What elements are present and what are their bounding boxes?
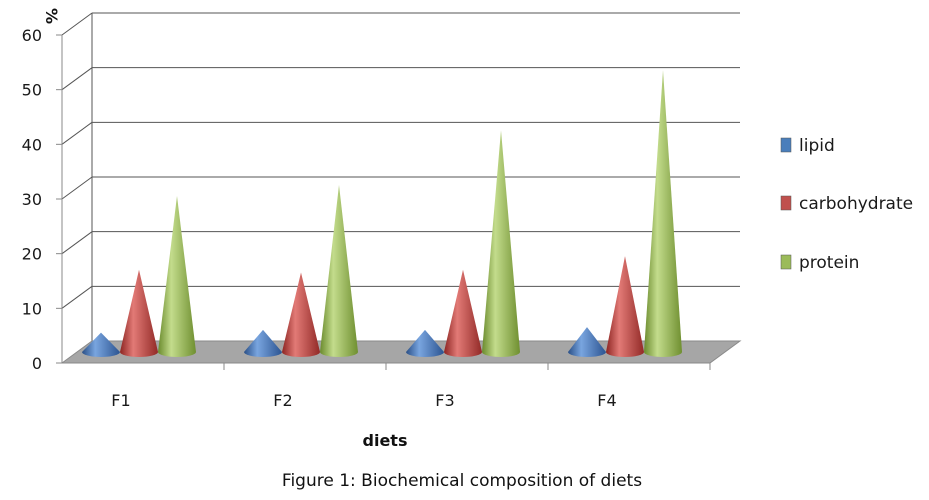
gridline-diagonal <box>61 121 93 145</box>
x-tick-labels: F1 F2 F3 F4 <box>111 363 711 410</box>
cone-carbohydrate-F4 <box>606 256 644 357</box>
y-tick-label: 0 <box>32 354 42 373</box>
legend-swatch-carbohydrate <box>780 195 792 211</box>
legend: lipid carbohydrate protein <box>780 136 913 273</box>
cone-lipid-F4 <box>568 327 606 357</box>
cone-carbohydrate-F3 <box>444 269 482 357</box>
legend-swatch-lipid <box>780 137 792 153</box>
x-tick-label: F2 <box>273 391 292 410</box>
y-tick-label: 30 <box>22 190 42 209</box>
x-tick-label: F4 <box>597 391 616 410</box>
y-tick-label: 50 <box>22 81 42 100</box>
legend-label-lipid: lipid <box>799 136 835 156</box>
y-axis-label: % <box>42 8 61 24</box>
cone-carbohydrate-F1 <box>120 269 158 357</box>
x-axis-label: diets <box>363 431 408 450</box>
gridline-diagonal <box>61 176 93 200</box>
y-tick-label: 40 <box>22 135 42 154</box>
gridline-diagonal <box>61 285 93 309</box>
y-tick-labels: 0 10 20 30 40 50 60 <box>22 26 62 373</box>
y-tick-label: 10 <box>22 299 42 318</box>
cone-lipid-F1 <box>82 332 120 357</box>
gridline-diagonal <box>61 67 93 91</box>
legend-label-protein: protein <box>799 253 859 273</box>
y-tick-label: 60 <box>22 26 42 45</box>
x-tick-label: F1 <box>111 391 130 410</box>
gridline-diagonal <box>61 12 93 36</box>
x-tick-label: F3 <box>435 391 454 410</box>
figure-caption: Figure 1: Biochemical composition of die… <box>282 471 642 491</box>
cone-protein-F1 <box>158 195 196 357</box>
gridlines <box>61 12 740 341</box>
legend-label-carbohydrate: carbohydrate <box>799 194 913 214</box>
cone-lipid-F3 <box>406 329 444 357</box>
legend-swatch-protein <box>780 254 792 270</box>
cone-protein-F4 <box>644 70 682 357</box>
y-tick-label: 20 <box>22 245 42 264</box>
gridline-diagonal <box>61 231 93 255</box>
cone-protein-F2 <box>320 185 358 357</box>
cone-lipid-F2 <box>244 329 282 357</box>
cone-carbohydrate-F2 <box>282 272 320 357</box>
cone-series <box>82 70 682 357</box>
cone-protein-F3 <box>482 130 520 357</box>
